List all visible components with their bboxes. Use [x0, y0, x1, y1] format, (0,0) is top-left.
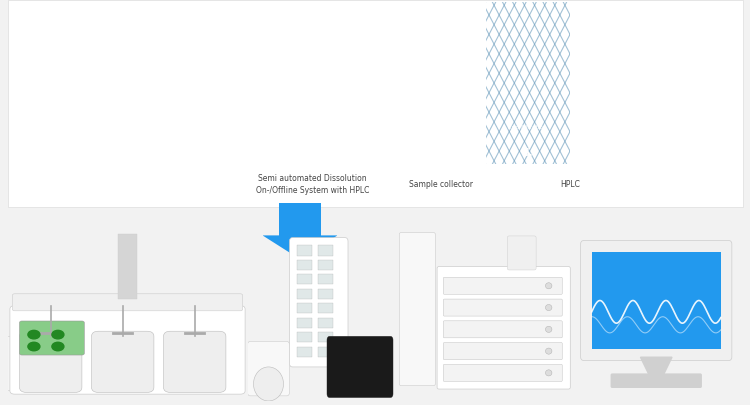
FancyBboxPatch shape — [443, 343, 562, 360]
FancyBboxPatch shape — [318, 303, 333, 313]
FancyBboxPatch shape — [297, 274, 312, 284]
FancyBboxPatch shape — [297, 245, 312, 256]
FancyBboxPatch shape — [118, 234, 137, 299]
FancyBboxPatch shape — [318, 260, 333, 270]
FancyBboxPatch shape — [443, 299, 562, 316]
Text: Dissolution Steps: Dissolution Steps — [26, 38, 35, 128]
FancyBboxPatch shape — [297, 289, 312, 299]
FancyBboxPatch shape — [610, 373, 702, 388]
FancyBboxPatch shape — [297, 303, 312, 313]
FancyBboxPatch shape — [297, 332, 312, 342]
Circle shape — [545, 305, 552, 311]
FancyBboxPatch shape — [399, 232, 435, 386]
Circle shape — [254, 367, 284, 401]
Text: 2.: 2. — [179, 147, 190, 158]
FancyBboxPatch shape — [20, 331, 82, 392]
Text: Sample collector: Sample collector — [410, 180, 473, 189]
FancyBboxPatch shape — [10, 306, 245, 394]
Text: Tablet drop, stirring of
baskets or paddles: Tablet drop, stirring of baskets or padd… — [238, 119, 302, 130]
Circle shape — [545, 370, 552, 376]
FancyBboxPatch shape — [443, 364, 562, 382]
Text: HPLC: HPLC — [560, 180, 580, 189]
Text: Media preparation
and filling: Media preparation and filling — [158, 119, 212, 130]
FancyBboxPatch shape — [20, 321, 84, 355]
Text: 1.: 1. — [93, 147, 104, 158]
Text: 4.: 4. — [351, 147, 361, 158]
Text: Automated
Sampling & Filtration: Automated Sampling & Filtration — [326, 119, 387, 130]
FancyBboxPatch shape — [297, 260, 312, 270]
FancyBboxPatch shape — [318, 332, 333, 342]
Text: 5.: 5. — [436, 147, 447, 158]
Circle shape — [52, 330, 64, 339]
FancyBboxPatch shape — [164, 331, 226, 392]
FancyBboxPatch shape — [580, 241, 732, 360]
FancyBboxPatch shape — [92, 331, 154, 392]
FancyBboxPatch shape — [12, 294, 243, 311]
Polygon shape — [262, 202, 338, 259]
Text: Cleaning process: Cleaning process — [674, 125, 724, 130]
FancyBboxPatch shape — [443, 321, 562, 338]
FancyBboxPatch shape — [507, 236, 536, 270]
Text: 2nd Filtration: 2nd Filtration — [509, 125, 547, 130]
FancyBboxPatch shape — [297, 318, 312, 328]
Text: Analysis of samples
(UV-Vis or HPLC): Analysis of samples (UV-Vis or HPLC) — [584, 119, 643, 130]
Circle shape — [28, 342, 40, 351]
Text: Semi automated Dissolution
On-/Offline System with HPLC: Semi automated Dissolution On-/Offline S… — [256, 174, 369, 195]
Circle shape — [28, 330, 40, 339]
Text: 8.: 8. — [694, 147, 705, 158]
Circle shape — [52, 342, 64, 351]
FancyBboxPatch shape — [297, 347, 312, 357]
FancyBboxPatch shape — [318, 289, 333, 299]
FancyBboxPatch shape — [318, 318, 333, 328]
FancyBboxPatch shape — [318, 274, 333, 284]
Circle shape — [545, 326, 552, 333]
Text: Setup: Setup — [90, 125, 107, 130]
FancyBboxPatch shape — [592, 252, 721, 349]
FancyBboxPatch shape — [318, 347, 333, 357]
Circle shape — [545, 283, 552, 289]
Text: 6.: 6. — [523, 147, 533, 158]
Polygon shape — [640, 357, 672, 377]
FancyBboxPatch shape — [437, 266, 570, 389]
Text: Sample storage in glass
tubes or HPLC vials: Sample storage in glass tubes or HPLC vi… — [406, 119, 477, 130]
Text: 7.: 7. — [608, 147, 619, 158]
Circle shape — [545, 348, 552, 354]
FancyBboxPatch shape — [0, 336, 12, 391]
Text: 3.: 3. — [265, 147, 275, 158]
FancyBboxPatch shape — [318, 245, 333, 256]
FancyBboxPatch shape — [443, 277, 562, 294]
FancyBboxPatch shape — [290, 238, 348, 367]
FancyBboxPatch shape — [327, 336, 393, 398]
FancyBboxPatch shape — [248, 341, 290, 396]
